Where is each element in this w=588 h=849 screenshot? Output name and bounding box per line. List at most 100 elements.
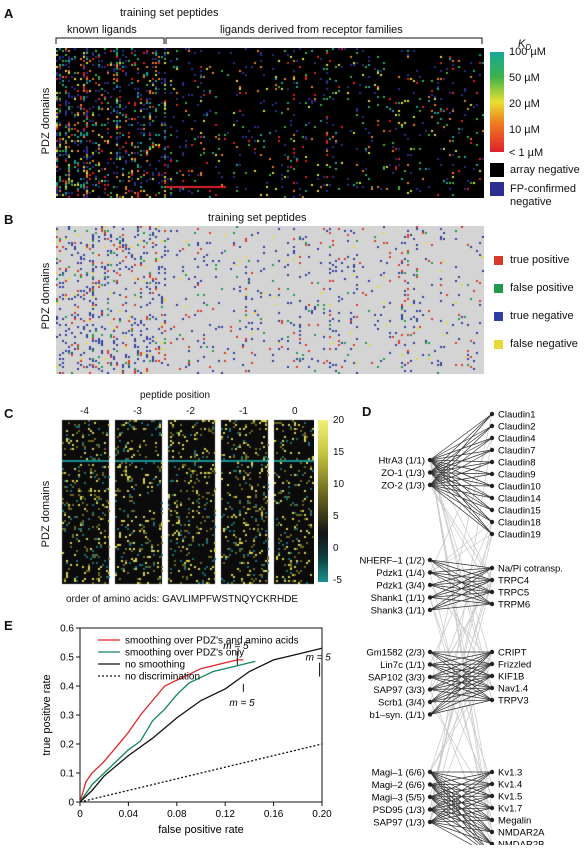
network-node [489,519,495,525]
x-tick-label: 0.04 [119,809,139,820]
legend-swatch [494,340,503,349]
position-label: -4 [80,406,89,417]
network-node [489,471,495,477]
roc-series-line [79,647,323,803]
fp-confirmed-swatch [490,182,504,196]
network-node [489,781,495,787]
network-node [427,769,433,775]
legend-swatch [494,312,503,321]
network-node [427,794,433,800]
panel-a-ylabel: PDZ domains [40,87,52,155]
colorbar-tick: -5 [333,575,342,586]
network-node [489,673,495,679]
panel-c-ylabel: PDZ domains [40,480,52,548]
legend-label: smoothing over PDZ's only [125,648,244,659]
network-node [489,841,495,845]
panel-b-heatmap [56,226,484,374]
kd-tick: 100 µM [509,46,546,58]
network-node [427,674,433,680]
colorbar-tick: 15 [333,447,345,458]
colorbar-tick: 0 [333,543,339,554]
peptide-label: TRPC4 [498,576,529,587]
network-node [427,557,433,563]
pdz-domain-label: SAP97 (3/3) [373,685,425,696]
pdz-domain-label: SAP102 (3/3) [368,673,425,684]
panel-c-title: peptide position [140,390,211,401]
panel-b-label: B [4,212,14,227]
m-annotation: m = 5 [229,698,255,709]
network-node [427,457,433,463]
pdz-domain-label: b1–syn. (1/1) [370,710,425,721]
network-node [489,793,495,799]
pdz-domain-label: HtrA3 (1/1) [379,456,425,467]
peptide-label: Kv1.7 [498,804,522,815]
network-node [489,685,495,691]
y-tick-label: 0 [68,798,74,809]
network-node [489,577,495,583]
panel-e-label: E [4,618,13,633]
panel-d-label: D [362,404,372,419]
pdz-domain-label: Lin7c (1/1) [380,660,425,671]
colorbar-tick: 5 [333,511,339,522]
pdz-domain-label: Gm1582 (2/3) [366,648,425,659]
network-node [489,805,495,811]
known-ligands-label: known ligands [67,24,137,36]
legend-label: false negative [510,338,578,350]
y-tick-label: 0.5 [60,653,74,664]
peptide-label: TRPC5 [498,588,529,599]
y-tick-label: 0.1 [60,769,74,780]
pdz-domain-label: ZO-2 (1/3) [381,481,425,492]
peptide-label: Claudin1 [498,410,536,421]
peptide-label: Kv1.5 [498,792,522,803]
peptide-label: Claudin14 [498,494,541,505]
peptide-label: Kv1.3 [498,768,522,779]
amino-acid-order: order of amino acids: GAVLIMPFWSTNQYCKRH… [66,594,299,605]
x-tick-label: 0.08 [167,809,187,820]
peptide-label: Claudin10 [498,482,541,493]
network-node [489,411,495,417]
panel-a-title: training set peptides [120,7,219,19]
m-annotation: m = 5 [223,641,249,652]
network-node [427,662,433,667]
position-label: -2 [186,406,195,417]
peptide-label: Frizzled [498,660,531,671]
network-node [489,459,495,465]
network-node [489,649,495,655]
x-tick-label: 0.12 [215,809,235,820]
pdz-domain-label: Magi–1 (6/6) [372,768,425,779]
network-node [427,482,433,488]
network-node [489,565,495,571]
x-tick-label: 0 [77,809,83,820]
legend-swatch [494,284,503,293]
kd-tick: < 1 µM [509,147,544,159]
peptide-label: Claudin19 [498,530,541,541]
network-node [489,507,495,513]
network-node [427,607,433,613]
peptide-label: Claudin7 [498,446,536,457]
peptide-label: Claudin4 [498,434,536,445]
panel-c-label: C [4,406,14,421]
panel-c-heatmap [56,418,314,586]
network-node [427,687,433,692]
y-axis-label: true positive rate [41,674,53,755]
x-tick-label: 0.20 [312,809,332,820]
network-node [489,697,495,703]
peptide-label: Claudin9 [498,470,536,481]
x-tick-label: 0.16 [264,809,284,820]
pdz-domain-label: SAP97 (1/3) [373,818,425,829]
pdz-domain-label: Shank1 (1/1) [371,593,425,604]
kd-legend-title: KD [518,38,532,53]
network-node [489,817,495,823]
panel-e-chart: 0 0.04 0.08 0.12 0.16 0.20 0 0.1 0.2 0.3 0.4 0.5 0.6… [41,624,332,837]
peptide-label: Claudin15 [498,506,541,517]
y-tick-label: 0.2 [60,740,74,751]
kd-tick: 10 µM [509,124,540,136]
peptide-label: Nav1.4 [498,684,528,695]
peptide-label: TRPV3 [498,696,529,707]
legend-label: true negative [510,310,574,322]
array-negative-swatch [490,163,504,177]
legend-label: no smoothing [125,660,185,671]
kd-tick: 50 µM [509,72,540,84]
network-node [427,807,433,812]
network-node [427,470,433,475]
